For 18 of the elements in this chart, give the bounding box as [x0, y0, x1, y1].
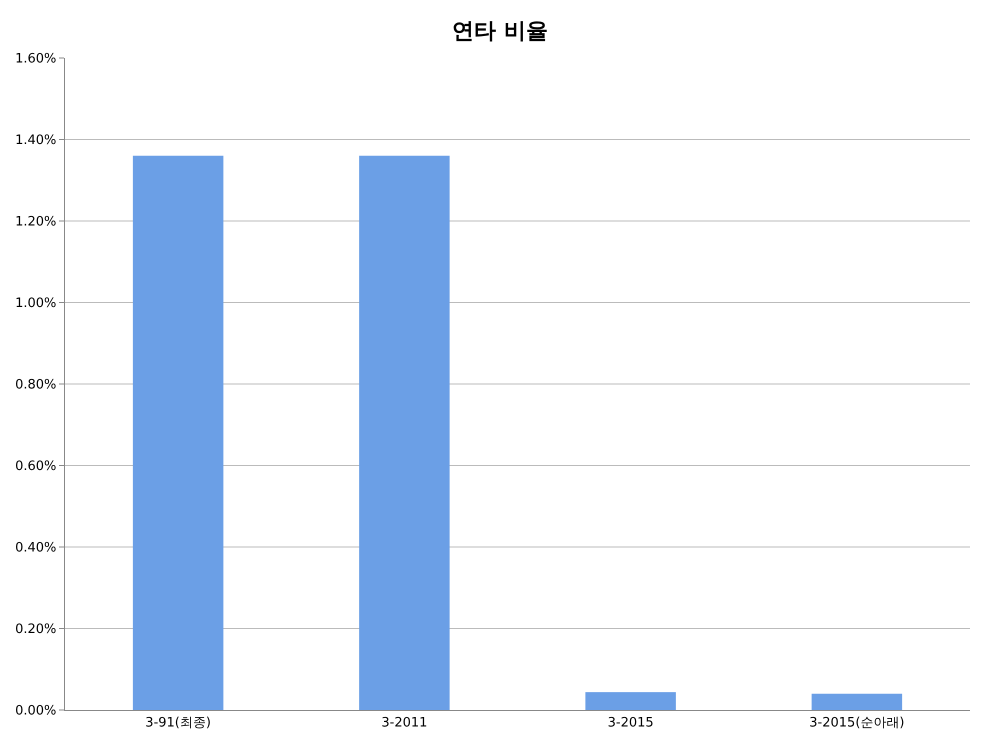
- y-tick-label: 0.00%: [15, 704, 56, 719]
- bar: [359, 156, 450, 710]
- bar: [585, 692, 676, 710]
- x-tick-label: 3-2011: [381, 716, 428, 731]
- bar: [812, 694, 902, 710]
- y-tick-label: 1.20%: [15, 214, 56, 230]
- chart-title: 연타 비율: [452, 18, 548, 44]
- y-tick-label: 1.00%: [15, 296, 56, 312]
- x-tick-label: 3-91(최종): [145, 716, 211, 731]
- x-tick-label: 3-2015(순아래): [809, 716, 904, 731]
- y-tick-label: 1.40%: [15, 133, 56, 148]
- y-tick-label: 1.60%: [15, 52, 56, 67]
- y-tick-label: 0.20%: [15, 622, 56, 638]
- y-tick-label: 0.60%: [15, 459, 56, 474]
- bar: [132, 156, 224, 710]
- x-tick-label: 3-2015: [608, 716, 654, 731]
- y-tick-label: 0.80%: [15, 378, 56, 393]
- y-tick-label: 0.40%: [15, 540, 56, 556]
